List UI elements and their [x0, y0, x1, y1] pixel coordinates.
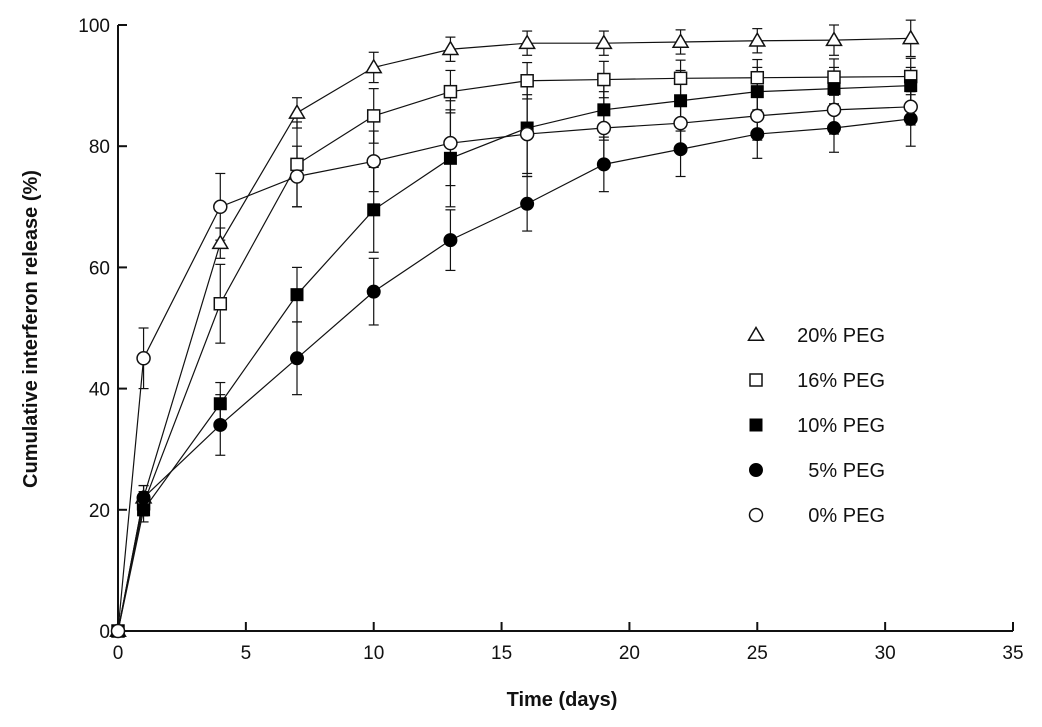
data-point-10pct-peg: [443, 151, 457, 165]
data-point-20pct-peg: [825, 31, 843, 47]
data-point-20pct-peg: [441, 40, 460, 56]
data-point-5pct-peg: [596, 157, 611, 172]
legend-label-20pct-peg: 20% PEG: [797, 325, 885, 347]
x-tick-label: 5: [241, 643, 252, 664]
data-point-16pct-peg: [750, 70, 765, 85]
data-point-10pct-peg: [750, 85, 764, 99]
data-point-10pct-peg: [213, 397, 227, 411]
data-point-10pct-peg: [137, 503, 151, 517]
data-point-5pct-peg: [750, 127, 765, 142]
x-tick-label: 20: [619, 643, 640, 664]
data-point-0pct-peg: [213, 199, 228, 215]
legend-marker-0pct-peg: [748, 507, 764, 523]
x-tick-label: 15: [491, 643, 512, 664]
data-point-20pct-peg: [901, 29, 920, 45]
series-line-0pct-peg: [117, 106, 911, 632]
x-tick-label: 25: [747, 643, 768, 664]
data-point-0pct-peg: [136, 351, 151, 366]
data-point-10pct-peg: [597, 103, 611, 117]
x-axis-title: Time (days): [507, 689, 618, 711]
x-tick-label: 0: [113, 643, 124, 664]
data-point-0pct-peg: [443, 135, 458, 151]
data-point-5pct-peg: [827, 121, 841, 136]
data-point-0pct-peg: [750, 108, 765, 124]
data-point-5pct-peg: [443, 233, 458, 248]
data-point-16pct-peg: [597, 72, 611, 87]
data-point-5pct-peg: [903, 111, 918, 126]
legend-marker-20pct-peg: [747, 326, 765, 341]
data-point-20pct-peg: [671, 32, 690, 48]
data-point-0pct-peg: [826, 102, 842, 118]
series-line-16pct-peg: [117, 75, 911, 632]
data-point-5pct-peg: [290, 351, 304, 366]
series-line-5pct-peg: [117, 118, 911, 632]
x-tick-label: 35: [1002, 643, 1023, 664]
data-point-20pct-peg: [595, 34, 613, 50]
series-line-10pct-peg: [117, 85, 911, 632]
legend-marker-10pct-peg: [749, 418, 763, 432]
y-tick-label: 40: [89, 380, 110, 401]
data-point-16pct-peg: [673, 71, 688, 86]
data-point-5pct-peg: [136, 490, 151, 505]
legend-marker-5pct-peg: [749, 463, 763, 477]
data-point-16pct-peg: [290, 157, 304, 172]
data-point-16pct-peg: [366, 109, 381, 123]
legend-label-10pct-peg: 10% PEG: [797, 415, 885, 437]
legend-label-5pct-peg: 5% PEG: [808, 460, 885, 482]
y-axis-title: Cumulative interferon release (%): [20, 170, 42, 488]
data-point-20pct-peg: [748, 31, 767, 47]
data-point-5pct-peg: [366, 284, 381, 299]
x-tick-label: 10: [363, 643, 384, 664]
series-lines: [117, 37, 911, 632]
data-point-20pct-peg: [211, 234, 230, 250]
data-point-16pct-peg: [827, 70, 841, 84]
y-tick-label: 60: [89, 258, 110, 279]
x-tick-label: 30: [875, 643, 896, 664]
data-point-20pct-peg: [518, 34, 536, 50]
series-markers: [109, 29, 920, 639]
legend: 20% PEG 16% PEG 10% PEG 5% PEG 0% PEG: [747, 325, 885, 527]
data-point-10pct-peg: [827, 82, 841, 96]
data-point-5pct-peg: [213, 417, 228, 432]
data-point-10pct-peg: [674, 94, 688, 108]
legend-label-0pct-peg: 0% PEG: [808, 505, 885, 527]
error-bars: [138, 19, 916, 523]
data-point-0pct-peg: [110, 623, 126, 639]
data-point-5pct-peg: [673, 142, 688, 157]
data-point-16pct-peg: [443, 84, 458, 99]
data-point-0pct-peg: [903, 99, 918, 115]
axes: 0 20 40 60 80 100 0 5 10 15 20 25 30 35: [78, 16, 1023, 664]
data-point-0pct-peg: [289, 169, 305, 184]
data-point-10pct-peg: [367, 203, 381, 217]
data-point-10pct-peg: [904, 79, 918, 93]
data-point-20pct-peg: [364, 58, 383, 74]
y-tick-label: 0: [99, 622, 110, 643]
data-point-5pct-peg: [520, 196, 535, 211]
data-point-0pct-peg: [519, 126, 535, 142]
legend-marker-16pct-peg: [749, 373, 763, 387]
data-point-0pct-peg: [366, 154, 381, 169]
data-point-16pct-peg: [520, 74, 534, 88]
data-point-10pct-peg: [290, 288, 304, 302]
series-line-20pct-peg: [117, 37, 911, 632]
data-point-16pct-peg: [213, 297, 228, 311]
y-tick-label: 20: [89, 501, 110, 522]
y-tick-label: 80: [89, 137, 110, 158]
y-tick-label: 100: [78, 16, 110, 37]
data-point-20pct-peg: [288, 103, 306, 119]
data-point-0pct-peg: [673, 115, 688, 131]
legend-label-16pct-peg: 16% PEG: [797, 370, 885, 392]
data-point-0pct-peg: [596, 120, 612, 136]
